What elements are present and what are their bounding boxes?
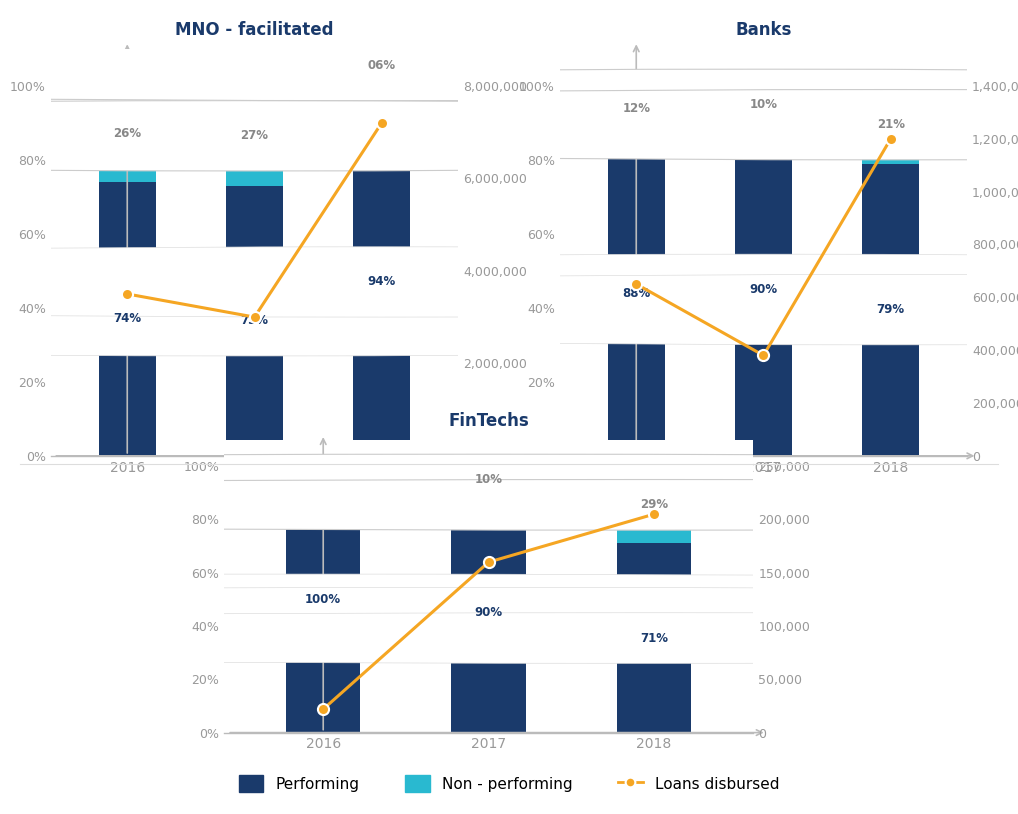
- Circle shape: [0, 247, 1018, 317]
- Text: 74%: 74%: [113, 313, 142, 326]
- Bar: [226, 186, 283, 456]
- Text: 29%: 29%: [640, 498, 668, 511]
- Bar: [353, 108, 410, 456]
- Circle shape: [0, 98, 1018, 169]
- Circle shape: [0, 286, 1018, 356]
- Text: 88%: 88%: [622, 287, 651, 300]
- Title: FinTechs: FinTechs: [448, 412, 529, 430]
- Text: 26%: 26%: [113, 128, 142, 141]
- Bar: [353, 85, 410, 108]
- Text: 06%: 06%: [367, 59, 396, 72]
- Text: 10%: 10%: [474, 473, 503, 486]
- Title: Banks: Banks: [735, 21, 792, 39]
- Circle shape: [0, 69, 1018, 139]
- Text: 73%: 73%: [240, 314, 269, 327]
- Bar: [99, 85, 156, 182]
- Circle shape: [0, 574, 1018, 624]
- Title: MNO - facilitated: MNO - facilitated: [175, 21, 334, 39]
- Bar: [735, 123, 792, 456]
- Bar: [608, 130, 665, 456]
- Text: 12%: 12%: [622, 102, 651, 115]
- Bar: [286, 466, 360, 733]
- Bar: [99, 182, 156, 456]
- Circle shape: [0, 73, 1018, 143]
- Circle shape: [0, 254, 1018, 325]
- Bar: [608, 85, 665, 130]
- Circle shape: [0, 258, 1018, 328]
- Text: 100%: 100%: [305, 593, 341, 606]
- Bar: [617, 466, 691, 544]
- Bar: [862, 164, 919, 456]
- Circle shape: [0, 274, 1018, 345]
- Bar: [862, 85, 919, 164]
- Bar: [451, 492, 526, 733]
- Bar: [451, 466, 526, 492]
- Circle shape: [0, 613, 1018, 663]
- Text: 90%: 90%: [474, 606, 503, 619]
- Circle shape: [0, 588, 1018, 638]
- Circle shape: [0, 101, 1018, 171]
- Bar: [226, 85, 283, 186]
- Legend: Performing, Non - performing, Loans disbursed: Performing, Non - performing, Loans disb…: [232, 769, 786, 799]
- Text: 21%: 21%: [876, 118, 905, 131]
- Circle shape: [0, 454, 1018, 505]
- Circle shape: [0, 284, 1018, 354]
- Circle shape: [0, 30, 1018, 101]
- Text: 71%: 71%: [640, 632, 668, 645]
- Text: 90%: 90%: [749, 282, 778, 295]
- Text: 94%: 94%: [367, 275, 396, 288]
- Text: 27%: 27%: [240, 129, 269, 142]
- Text: 79%: 79%: [876, 303, 905, 316]
- Text: 10%: 10%: [749, 98, 778, 111]
- Circle shape: [0, 90, 1018, 160]
- Bar: [617, 544, 691, 733]
- Bar: [735, 85, 792, 123]
- Circle shape: [0, 479, 1018, 530]
